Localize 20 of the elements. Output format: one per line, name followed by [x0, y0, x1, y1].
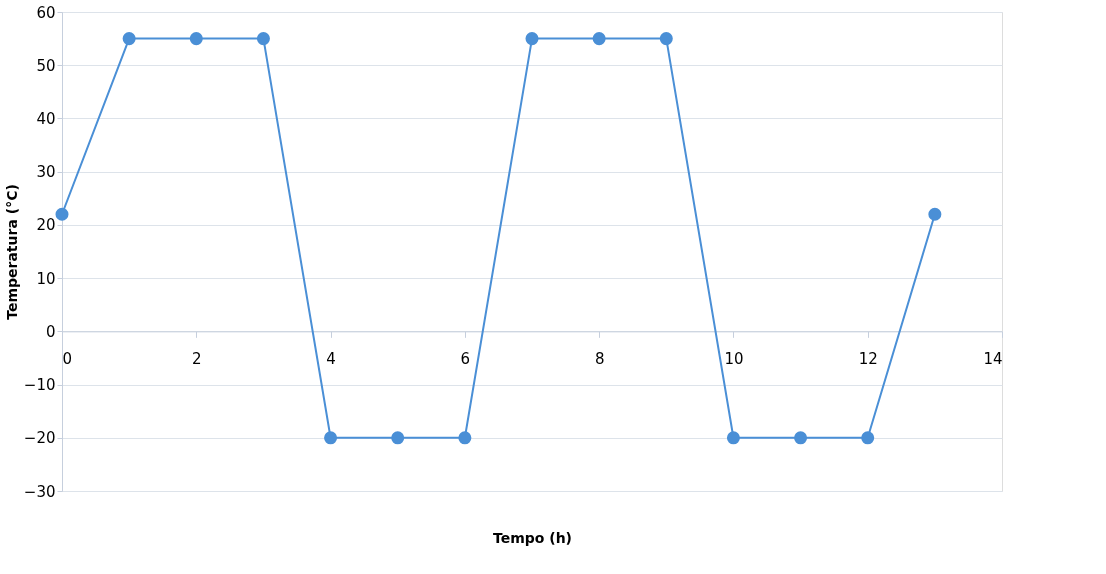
x-tick-label: 10: [724, 349, 744, 368]
y-tick-label: 30: [36, 163, 56, 182]
y-tick-label: −20: [23, 429, 56, 448]
y-axis-title: Temperatura (°C): [3, 184, 20, 320]
x-tick-label: 2: [192, 349, 202, 368]
y-tick-label: 20: [36, 216, 56, 235]
x-tick-label: 4: [326, 349, 336, 368]
y-tick-label: −10: [23, 376, 56, 395]
x-tick-label: 14: [983, 349, 1003, 368]
x-axis-title: Tempo (h): [492, 529, 573, 546]
y-tick-label: 0: [45, 322, 56, 341]
x-tick-label: 8: [594, 349, 605, 368]
y-tick-label: 60: [36, 3, 56, 22]
y-tick-label: −30: [23, 482, 56, 501]
x-tick-label: 12: [858, 349, 878, 368]
y-tick-label: 40: [36, 109, 56, 128]
x-tick-label: 0: [62, 349, 73, 368]
y-tick-label: 10: [36, 269, 56, 288]
y-tick-label: 50: [36, 56, 56, 75]
x-tick-label: 6: [460, 349, 471, 368]
